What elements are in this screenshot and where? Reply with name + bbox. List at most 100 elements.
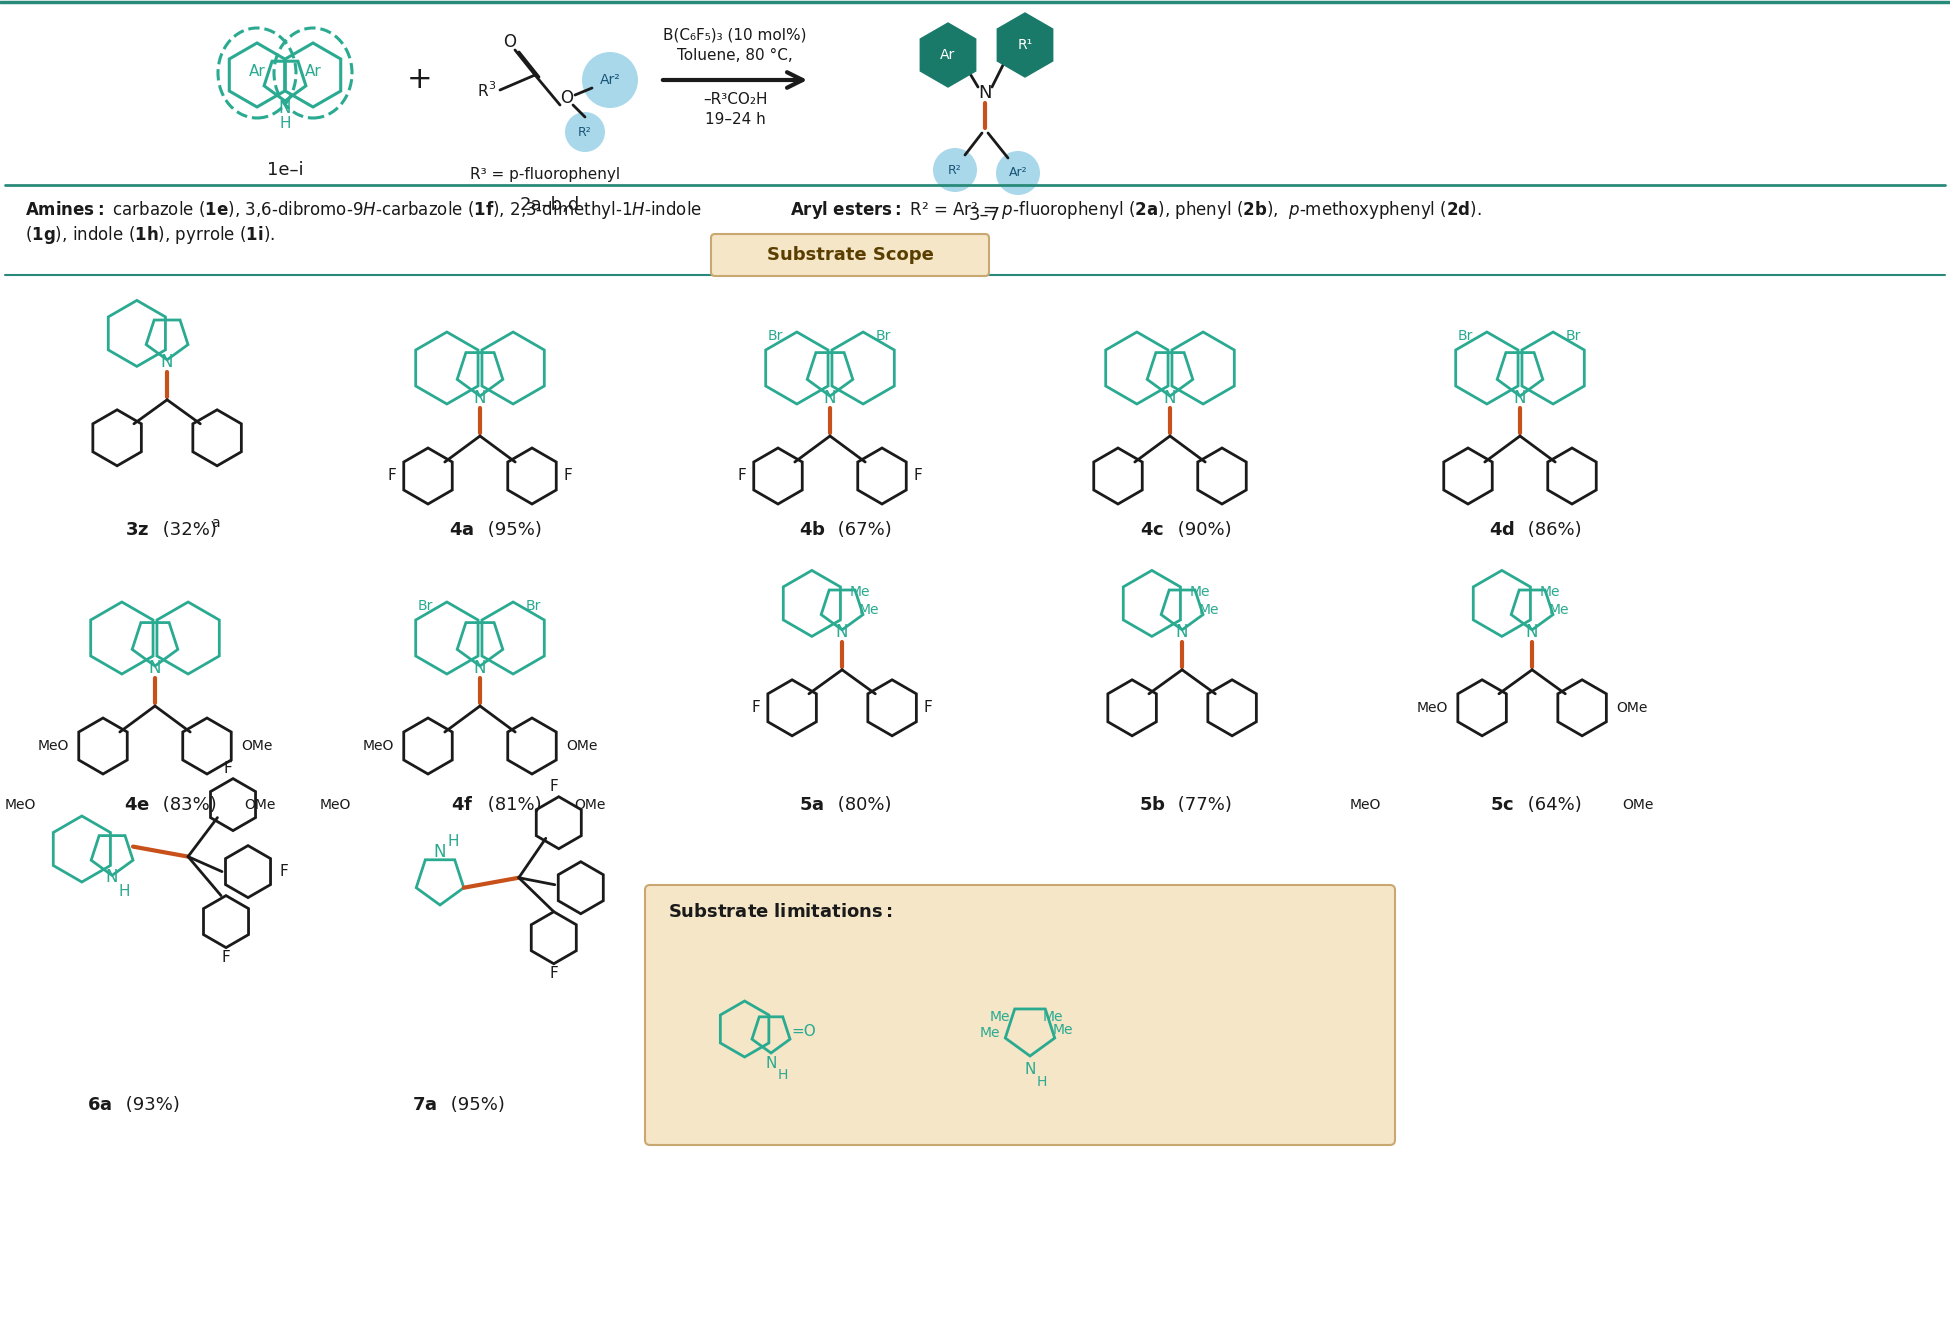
Text: Ar: Ar bbox=[940, 48, 956, 62]
Text: F: F bbox=[564, 469, 573, 483]
Text: $\mathbf{4a}$: $\mathbf{4a}$ bbox=[448, 521, 474, 539]
Text: F: F bbox=[388, 469, 396, 483]
Text: OMe: OMe bbox=[566, 739, 599, 752]
Text: F: F bbox=[915, 469, 922, 483]
Text: N: N bbox=[160, 352, 174, 371]
Text: Br: Br bbox=[525, 598, 540, 612]
Text: N: N bbox=[433, 843, 447, 861]
Text: F: F bbox=[222, 950, 230, 965]
Text: Br: Br bbox=[768, 329, 784, 343]
Text: F: F bbox=[224, 762, 232, 776]
Text: N: N bbox=[1513, 389, 1527, 407]
Text: R¹: R¹ bbox=[1018, 38, 1034, 51]
Text: N: N bbox=[105, 869, 119, 887]
Text: +: + bbox=[408, 66, 433, 95]
Text: F: F bbox=[279, 865, 289, 879]
Circle shape bbox=[566, 112, 604, 152]
Text: (95%): (95%) bbox=[482, 521, 542, 539]
Text: Me: Me bbox=[1043, 1010, 1063, 1024]
Text: H: H bbox=[1037, 1074, 1047, 1089]
Text: $\mathbf{5c}$: $\mathbf{5c}$ bbox=[1490, 796, 1513, 814]
Text: H: H bbox=[279, 116, 291, 132]
Polygon shape bbox=[920, 22, 975, 87]
Text: (77%): (77%) bbox=[1172, 796, 1232, 814]
Text: 2a–b,d: 2a–b,d bbox=[521, 195, 581, 214]
Text: Br: Br bbox=[1566, 329, 1581, 343]
Text: Ar²: Ar² bbox=[1008, 166, 1028, 180]
Text: Substrate Scope: Substrate Scope bbox=[766, 246, 934, 264]
Text: F: F bbox=[737, 469, 747, 483]
Text: H: H bbox=[778, 1068, 788, 1082]
Text: (86%): (86%) bbox=[1523, 521, 1581, 539]
Text: Toluene, 80 °C,: Toluene, 80 °C, bbox=[677, 48, 794, 62]
Text: Me: Me bbox=[1197, 603, 1219, 616]
Text: $\mathbf{6a}$: $\mathbf{6a}$ bbox=[88, 1096, 113, 1114]
Text: (32%): (32%) bbox=[158, 521, 216, 539]
Text: N: N bbox=[837, 623, 848, 640]
Text: OMe: OMe bbox=[1622, 799, 1654, 812]
Text: Me: Me bbox=[981, 1026, 1000, 1040]
Text: OMe: OMe bbox=[1617, 701, 1648, 715]
Polygon shape bbox=[996, 13, 1053, 77]
Text: (93%): (93%) bbox=[121, 1096, 179, 1114]
Text: F: F bbox=[753, 701, 760, 715]
Text: H: H bbox=[447, 833, 458, 849]
Text: $\mathbf{4f}$: $\mathbf{4f}$ bbox=[450, 796, 474, 814]
Text: (81%): (81%) bbox=[482, 796, 542, 814]
Text: MeO: MeO bbox=[37, 739, 68, 752]
Circle shape bbox=[932, 148, 977, 191]
Text: N: N bbox=[764, 1056, 776, 1071]
Text: N: N bbox=[474, 659, 486, 677]
Text: N: N bbox=[823, 389, 837, 407]
Text: N: N bbox=[1164, 389, 1176, 407]
Text: Me: Me bbox=[1053, 1023, 1072, 1038]
Text: R³ = p-fluorophenyl: R³ = p-fluorophenyl bbox=[470, 168, 620, 182]
Text: R: R bbox=[478, 84, 488, 99]
Text: MeO: MeO bbox=[363, 739, 394, 752]
Text: $\mathbf{4b}$: $\mathbf{4b}$ bbox=[800, 521, 825, 539]
Text: Br: Br bbox=[1457, 329, 1472, 343]
Text: Me: Me bbox=[850, 585, 870, 599]
Text: (90%): (90%) bbox=[1172, 521, 1232, 539]
Text: 1e–i: 1e–i bbox=[267, 161, 304, 180]
Text: (95%): (95%) bbox=[445, 1096, 505, 1114]
Text: 19–24 h: 19–24 h bbox=[704, 112, 764, 128]
Text: Me: Me bbox=[1190, 585, 1209, 599]
Text: (80%): (80%) bbox=[833, 796, 891, 814]
Text: N: N bbox=[148, 659, 162, 677]
Text: H: H bbox=[119, 884, 131, 899]
FancyBboxPatch shape bbox=[645, 884, 1394, 1144]
Text: MeO: MeO bbox=[4, 799, 35, 812]
Circle shape bbox=[996, 150, 1039, 195]
Circle shape bbox=[581, 51, 638, 108]
Text: N: N bbox=[979, 84, 993, 102]
Text: R²: R² bbox=[577, 125, 593, 139]
Text: N: N bbox=[474, 389, 486, 407]
Text: N: N bbox=[1525, 623, 1539, 640]
Text: Br: Br bbox=[417, 598, 433, 612]
Text: $\mathbf{3z}$: $\mathbf{3z}$ bbox=[125, 521, 148, 539]
Text: F: F bbox=[550, 779, 558, 795]
Text: 3–7: 3–7 bbox=[969, 206, 1000, 224]
Text: $\mathbf{4e}$: $\mathbf{4e}$ bbox=[125, 796, 150, 814]
Text: a: a bbox=[211, 516, 220, 531]
Text: Ar²: Ar² bbox=[601, 73, 620, 87]
Text: $\mathbf{Substrate\ limitations:}$: $\mathbf{Substrate\ limitations:}$ bbox=[669, 903, 893, 921]
FancyBboxPatch shape bbox=[712, 234, 989, 276]
Text: N: N bbox=[1176, 623, 1188, 640]
Text: $\mathbf{7a}$: $\mathbf{7a}$ bbox=[413, 1096, 437, 1114]
Text: (64%): (64%) bbox=[1523, 796, 1581, 814]
Text: Me: Me bbox=[1539, 585, 1560, 599]
Text: MeO: MeO bbox=[320, 799, 351, 812]
Text: $\mathbf{4d}$: $\mathbf{4d}$ bbox=[1490, 521, 1515, 539]
Text: $\mathbf{5a}$: $\mathbf{5a}$ bbox=[800, 796, 825, 814]
Text: OMe: OMe bbox=[244, 799, 275, 812]
Text: –R³CO₂H: –R³CO₂H bbox=[702, 92, 766, 107]
Text: Ar: Ar bbox=[304, 63, 322, 78]
Text: Me: Me bbox=[989, 1010, 1010, 1024]
Text: Br: Br bbox=[876, 329, 891, 343]
Text: O: O bbox=[560, 88, 573, 107]
Text: F: F bbox=[550, 966, 558, 981]
Text: MeO: MeO bbox=[1349, 799, 1381, 812]
Text: N: N bbox=[1024, 1063, 1035, 1077]
